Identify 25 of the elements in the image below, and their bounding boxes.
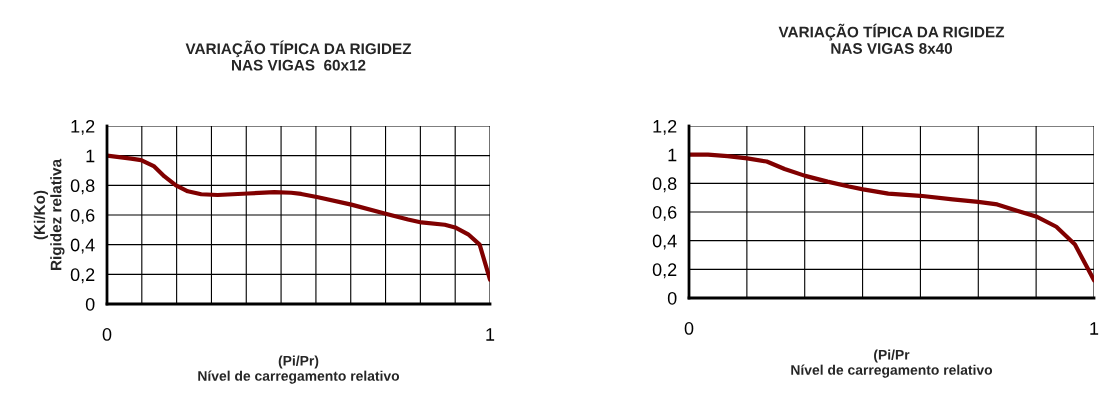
y-tick-label: 1 xyxy=(668,148,677,162)
y-tick-label: 0,4 xyxy=(652,234,677,250)
chart-title: VARIAÇÃO TÍPICA DA RIGIDEZ NAS VIGAS 60x12 xyxy=(185,40,412,71)
x-axis-title: (Pi/Pr) Nível de carregamento relativo xyxy=(198,355,400,384)
line-series xyxy=(107,153,490,282)
y-tick-label: 1,2 xyxy=(71,119,95,135)
line-series xyxy=(689,152,1094,283)
y-tick-label: 0,6 xyxy=(70,208,95,224)
y-tick-label: 0,8 xyxy=(652,177,677,193)
y-tick-label: 0,2 xyxy=(70,268,95,284)
x-tick-label: 1 xyxy=(1090,322,1099,335)
x-tick-label: 0 xyxy=(684,322,694,335)
x-tick-label: 0 xyxy=(102,328,112,341)
y-tick-label: 0 xyxy=(85,297,95,311)
chart-title: VARIAÇÃO TÍPICA DA RIGIDEZ NAS VIGAS 8x40 xyxy=(778,23,1005,54)
y-tick-label: 1,2 xyxy=(653,119,677,135)
y-tick-label: 0,8 xyxy=(70,179,95,195)
y-tick-label: 0,4 xyxy=(70,238,95,254)
x-tick-label: 1 xyxy=(486,328,495,341)
y-axis-title: (Ki/Ko) Rigidez relativa xyxy=(33,158,65,271)
y-tick-label: 0,2 xyxy=(652,263,677,279)
y-tick-label: 0,6 xyxy=(652,205,677,221)
x-axis-title: (Pi/Pr Nível de carregamento relativo xyxy=(791,349,993,378)
y-tick-label: 1 xyxy=(86,149,95,163)
y-tick-label: 0 xyxy=(667,291,677,305)
